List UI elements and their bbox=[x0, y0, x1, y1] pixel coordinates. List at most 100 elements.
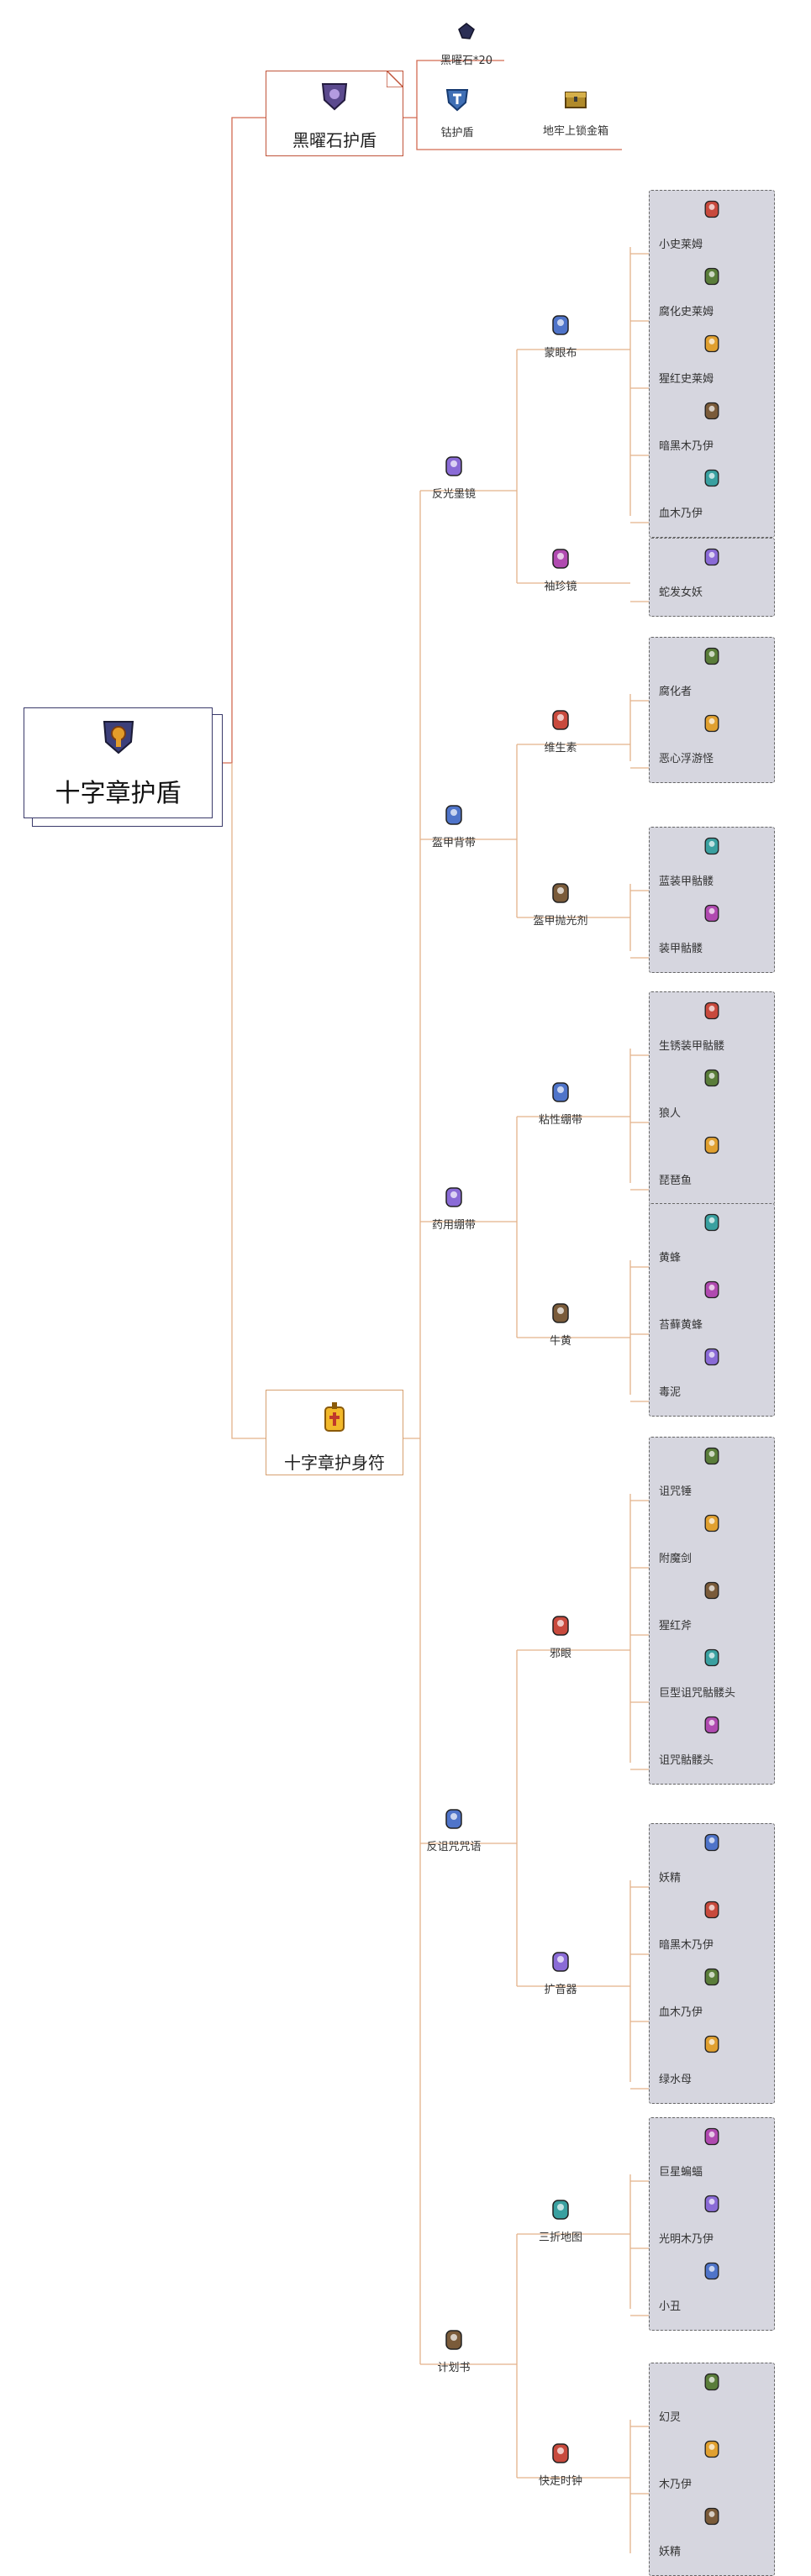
drop-source-item[interactable]: 妖精 bbox=[656, 2505, 768, 2568]
cross-necklace-card[interactable]: 十字章护身符 bbox=[266, 1390, 403, 1475]
evil-eye-icon bbox=[548, 1613, 573, 1642]
node-part-2-0[interactable]: 粘性绷带 bbox=[519, 1080, 603, 1126]
obsidian-icon bbox=[457, 22, 476, 44]
clown-icon bbox=[701, 2260, 723, 2285]
vitamins-icon bbox=[548, 707, 573, 736]
node-part-2-1[interactable]: 牛黄 bbox=[519, 1301, 603, 1347]
obsidian-shield-icon bbox=[266, 81, 403, 112]
drop-source-label: 血木乃伊 bbox=[659, 507, 703, 520]
drop-source-item[interactable]: 巨星蝙蝠 bbox=[656, 2126, 768, 2188]
drop-source-label: 小丑 bbox=[659, 2300, 682, 2313]
node-part-3-0[interactable]: 邪眼 bbox=[519, 1613, 603, 1659]
node-part-4-0[interactable]: 三折地图 bbox=[519, 2197, 603, 2243]
drop-source-label: 狼人 bbox=[659, 1107, 682, 1120]
pocket-mirror-icon bbox=[548, 546, 573, 575]
drop-source-item[interactable]: 狼人 bbox=[656, 1067, 768, 1129]
drop-source-item[interactable]: 腐化史莱姆 bbox=[656, 265, 768, 328]
drop-source-item[interactable]: 木乃伊 bbox=[656, 2438, 768, 2500]
pixie-icon bbox=[701, 2505, 723, 2531]
locked-gold-chest-icon bbox=[563, 87, 588, 114]
armor-polish-icon bbox=[548, 881, 573, 909]
node-accessory-0[interactable]: 反光墨镜 bbox=[412, 454, 496, 500]
drop-source-label: 猩红史莱姆 bbox=[659, 373, 714, 386]
root-card[interactable]: 十字章护盾 bbox=[24, 707, 213, 818]
node-accessory-2[interactable]: 药用绷带 bbox=[412, 1185, 496, 1231]
drop-source-item[interactable]: 暗黑木乃伊 bbox=[656, 1899, 768, 1961]
cross-necklace-icon bbox=[266, 1401, 403, 1434]
cobalt-shield-item[interactable]: 钴护盾 bbox=[424, 87, 491, 139]
drop-source-item[interactable]: 生锈装甲骷髅 bbox=[656, 1000, 768, 1062]
obsidian-item[interactable]: 黑曜石*20 bbox=[429, 22, 504, 66]
moss-hornet-icon bbox=[701, 1279, 723, 1304]
angler-fish-icon bbox=[701, 1134, 723, 1159]
node-part-0-1[interactable]: 袖珍镜 bbox=[519, 546, 603, 592]
pixie-icon bbox=[701, 1832, 723, 1857]
drop-source-item[interactable]: 巨型诅咒骷髅头 bbox=[656, 1647, 768, 1709]
drop-source-label: 血木乃伊 bbox=[659, 2006, 703, 2019]
node-part-3-1[interactable]: 扩音器 bbox=[519, 1949, 603, 1995]
node-part-1-1[interactable]: 盔甲抛光剂 bbox=[519, 881, 603, 927]
drop-source-item[interactable]: 诅咒锤 bbox=[656, 1445, 768, 1507]
drop-source-item[interactable]: 小史莱姆 bbox=[656, 198, 768, 260]
drop-source-label: 木乃伊 bbox=[659, 2479, 693, 2491]
node-part-0-0[interactable]: 蒙眼布 bbox=[519, 313, 603, 359]
crimslime-icon bbox=[701, 333, 723, 358]
node-label: 反光墨镜 bbox=[431, 488, 476, 501]
drop-source-item[interactable]: 猩红斧 bbox=[656, 1580, 768, 1642]
drop-source-label: 装甲骷髅 bbox=[659, 943, 703, 955]
drop-source-item[interactable]: 绿水母 bbox=[656, 2033, 768, 2095]
drop-source-label: 妖精 bbox=[659, 1872, 682, 1885]
countercurse-mantra-icon bbox=[441, 1806, 466, 1835]
drop-source-item[interactable]: 血木乃伊 bbox=[656, 467, 768, 529]
medusa-icon bbox=[701, 546, 723, 571]
drop-source-item[interactable]: 暗黑木乃伊 bbox=[656, 400, 768, 462]
node-label: 盔甲抛光剂 bbox=[533, 915, 588, 928]
drop-source-item[interactable]: 黄蜂 bbox=[656, 1212, 768, 1274]
drop-source-label: 妖精 bbox=[659, 2546, 682, 2558]
cobalt-shield-label: 钴护盾 bbox=[440, 127, 474, 139]
obsidian-shield-card[interactable]: 黑曜石护盾 bbox=[266, 71, 403, 156]
locked-gold-chest-item[interactable]: 地牢上锁金箱 bbox=[529, 87, 622, 137]
drop-source-item[interactable]: 小丑 bbox=[656, 2260, 768, 2322]
node-accessory-3[interactable]: 反诅咒咒语 bbox=[412, 1806, 496, 1853]
cross-necklace-title: 十字章护身符 bbox=[284, 1453, 385, 1473]
drop-source-item[interactable]: 附魔剑 bbox=[656, 1512, 768, 1575]
drop-source-item[interactable]: 光明木乃伊 bbox=[656, 2193, 768, 2255]
drop-source-label: 猩红斧 bbox=[659, 1620, 693, 1632]
drop-source-label: 腐化者 bbox=[659, 686, 693, 698]
drop-source-item[interactable]: 蓝装甲骷髅 bbox=[656, 835, 768, 897]
blood-mummy-icon bbox=[701, 1966, 723, 1991]
drop-source-item[interactable]: 诅咒骷髅头 bbox=[656, 1714, 768, 1776]
drop-source-item[interactable]: 蛇发女妖 bbox=[656, 546, 768, 608]
drop-source-label: 琵琶鱼 bbox=[659, 1175, 693, 1187]
the-plan-icon bbox=[441, 2327, 466, 2356]
node-part-1-0[interactable]: 维生素 bbox=[519, 707, 603, 754]
node-accessory-1[interactable]: 盔甲背带 bbox=[412, 802, 496, 849]
drop-source-item[interactable]: 恶心浮游怪 bbox=[656, 712, 768, 775]
node-accessory-4[interactable]: 计划书 bbox=[412, 2327, 496, 2374]
drop-source-item[interactable]: 猩红史莱姆 bbox=[656, 333, 768, 395]
giant-bat-icon bbox=[701, 2126, 723, 2151]
drop-source-label: 绿水母 bbox=[659, 2074, 693, 2086]
dark-mummy-icon bbox=[701, 400, 723, 425]
node-label: 蒙眼布 bbox=[544, 347, 577, 360]
drop-source-group bbox=[649, 1823, 775, 2104]
giant-cursed-skull-icon bbox=[701, 1647, 723, 1672]
drop-source-item[interactable]: 琵琶鱼 bbox=[656, 1134, 768, 1196]
mummy-icon bbox=[701, 2438, 723, 2463]
floaty-gross-icon bbox=[701, 712, 723, 738]
drop-source-item[interactable]: 苔藓黄蜂 bbox=[656, 1279, 768, 1341]
drop-source-label: 幻灵 bbox=[659, 2411, 682, 2424]
drop-source-item[interactable]: 妖精 bbox=[656, 1832, 768, 1894]
cursed-hammer-icon bbox=[701, 1445, 723, 1470]
drop-source-item[interactable]: 腐化者 bbox=[656, 645, 768, 707]
drop-source-item[interactable]: 幻灵 bbox=[656, 2371, 768, 2433]
enchanted-sword-icon bbox=[701, 1512, 723, 1538]
drop-source-item[interactable]: 毒泥 bbox=[656, 1346, 768, 1408]
drop-source-item[interactable]: 血木乃伊 bbox=[656, 1966, 768, 2028]
drop-source-item[interactable]: 装甲骷髅 bbox=[656, 902, 768, 965]
node-part-4-1[interactable]: 快走时钟 bbox=[519, 2441, 603, 2487]
drop-source-group bbox=[649, 1203, 775, 1417]
rusty-armored-bones-icon bbox=[701, 1000, 723, 1025]
